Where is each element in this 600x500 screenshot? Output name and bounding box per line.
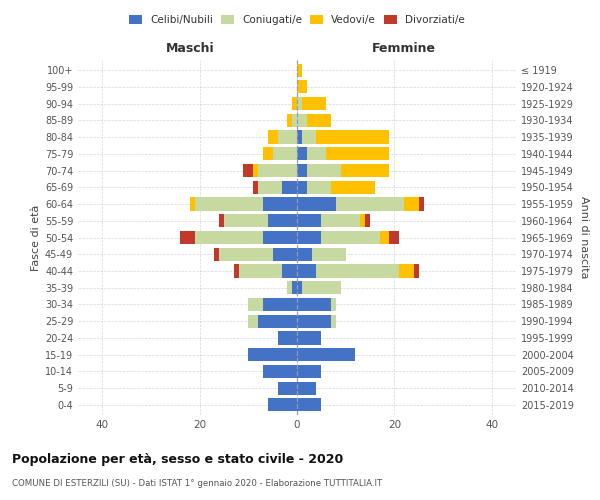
Bar	[283, 264, 297, 278]
Bar	[297, 214, 322, 228]
Bar	[297, 398, 322, 411]
Bar	[292, 281, 297, 294]
Bar	[307, 114, 331, 127]
Bar	[297, 147, 307, 160]
Bar	[248, 314, 258, 328]
Bar	[297, 198, 336, 210]
Text: Popolazione per età, sesso e stato civile - 2020: Popolazione per età, sesso e stato civil…	[12, 452, 343, 466]
Bar	[380, 231, 389, 244]
Bar	[322, 231, 380, 244]
Bar	[190, 198, 195, 210]
Text: Femmine: Femmine	[372, 42, 436, 55]
Bar	[316, 264, 399, 278]
Bar	[297, 130, 302, 143]
Bar	[297, 365, 322, 378]
Text: Maschi: Maschi	[166, 42, 214, 55]
Bar	[278, 130, 297, 143]
Bar	[297, 114, 307, 127]
Bar	[268, 130, 278, 143]
Bar	[258, 314, 297, 328]
Y-axis label: Fasce di età: Fasce di età	[31, 204, 41, 270]
Bar	[316, 130, 389, 143]
Bar	[195, 231, 263, 244]
Bar	[263, 231, 297, 244]
Bar	[414, 264, 419, 278]
Bar	[297, 348, 355, 361]
Bar	[336, 198, 404, 210]
Y-axis label: Anni di nascita: Anni di nascita	[579, 196, 589, 279]
Bar	[224, 214, 268, 228]
Bar	[297, 64, 302, 76]
Bar	[180, 231, 195, 244]
Bar	[283, 180, 297, 194]
Text: COMUNE DI ESTERZILI (SU) - Dati ISTAT 1° gennaio 2020 - Elaborazione TUTTITALIA.: COMUNE DI ESTERZILI (SU) - Dati ISTAT 1°…	[12, 479, 382, 488]
Bar	[341, 164, 389, 177]
Bar	[292, 97, 297, 110]
Bar	[263, 198, 297, 210]
Bar	[219, 214, 224, 228]
Bar	[399, 264, 414, 278]
Bar	[219, 248, 272, 261]
Bar	[404, 198, 419, 210]
Bar	[360, 214, 365, 228]
Bar	[234, 264, 239, 278]
Bar	[263, 365, 297, 378]
Bar	[302, 281, 341, 294]
Bar	[195, 198, 263, 210]
Bar	[302, 97, 326, 110]
Bar	[297, 264, 316, 278]
Bar	[297, 281, 302, 294]
Bar	[272, 147, 297, 160]
Bar	[389, 231, 399, 244]
Bar	[297, 298, 331, 311]
Bar	[214, 248, 219, 261]
Bar	[292, 114, 297, 127]
Bar	[297, 97, 302, 110]
Bar	[287, 281, 292, 294]
Bar	[322, 214, 360, 228]
Bar	[331, 314, 336, 328]
Bar	[263, 298, 297, 311]
Bar	[253, 164, 258, 177]
Legend: Celibi/Nubili, Coniugati/e, Vedovi/e, Divorziati/e: Celibi/Nubili, Coniugati/e, Vedovi/e, Di…	[126, 12, 468, 28]
Bar	[331, 180, 375, 194]
Bar	[248, 298, 263, 311]
Bar	[297, 248, 311, 261]
Bar	[297, 164, 307, 177]
Bar	[311, 248, 346, 261]
Bar	[297, 382, 316, 394]
Bar	[297, 180, 307, 194]
Bar	[278, 332, 297, 344]
Bar	[326, 147, 389, 160]
Bar	[297, 314, 331, 328]
Bar	[297, 231, 322, 244]
Bar	[365, 214, 370, 228]
Bar	[268, 214, 297, 228]
Bar	[297, 80, 307, 94]
Bar	[248, 348, 297, 361]
Bar	[297, 332, 322, 344]
Bar	[302, 130, 316, 143]
Bar	[258, 180, 283, 194]
Bar	[287, 114, 292, 127]
Bar	[253, 180, 258, 194]
Bar	[307, 147, 326, 160]
Bar	[307, 180, 331, 194]
Bar	[263, 147, 272, 160]
Bar	[307, 164, 341, 177]
Bar	[239, 264, 283, 278]
Bar	[278, 382, 297, 394]
Bar	[272, 248, 297, 261]
Bar	[244, 164, 253, 177]
Bar	[419, 198, 424, 210]
Bar	[268, 398, 297, 411]
Bar	[331, 298, 336, 311]
Bar	[258, 164, 297, 177]
